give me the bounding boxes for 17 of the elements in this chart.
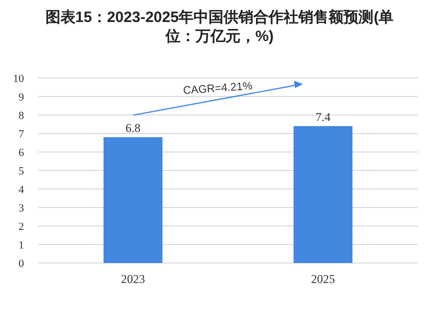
y-tick-label: 4 (18, 184, 24, 196)
y-tick-label: 8 (18, 110, 24, 122)
data-label: 7.4 (316, 110, 330, 124)
y-tick-label: 10 (13, 73, 24, 85)
y-tick-label: 7 (18, 128, 24, 140)
y-tick-label: 5 (18, 166, 24, 178)
x-tick-label: 2023 (121, 272, 145, 286)
data-label: 6.8 (126, 121, 140, 136)
y-tick-label: 2 (18, 221, 24, 233)
annotation: CAGR=4.21% (182, 80, 254, 98)
y-tick-label: 0 (18, 258, 24, 270)
y-tick-label: 6 (18, 147, 24, 159)
y-tick-label: 3 (18, 202, 24, 214)
chart-title: 图表15：2023-2025年中国供销合作社销售额预测(单位：万亿元，%) (45, 8, 394, 45)
y-tick-label: 9 (18, 92, 24, 104)
x-tick-label: 2025 (311, 272, 335, 286)
y-tick-label: 1 (18, 240, 24, 252)
